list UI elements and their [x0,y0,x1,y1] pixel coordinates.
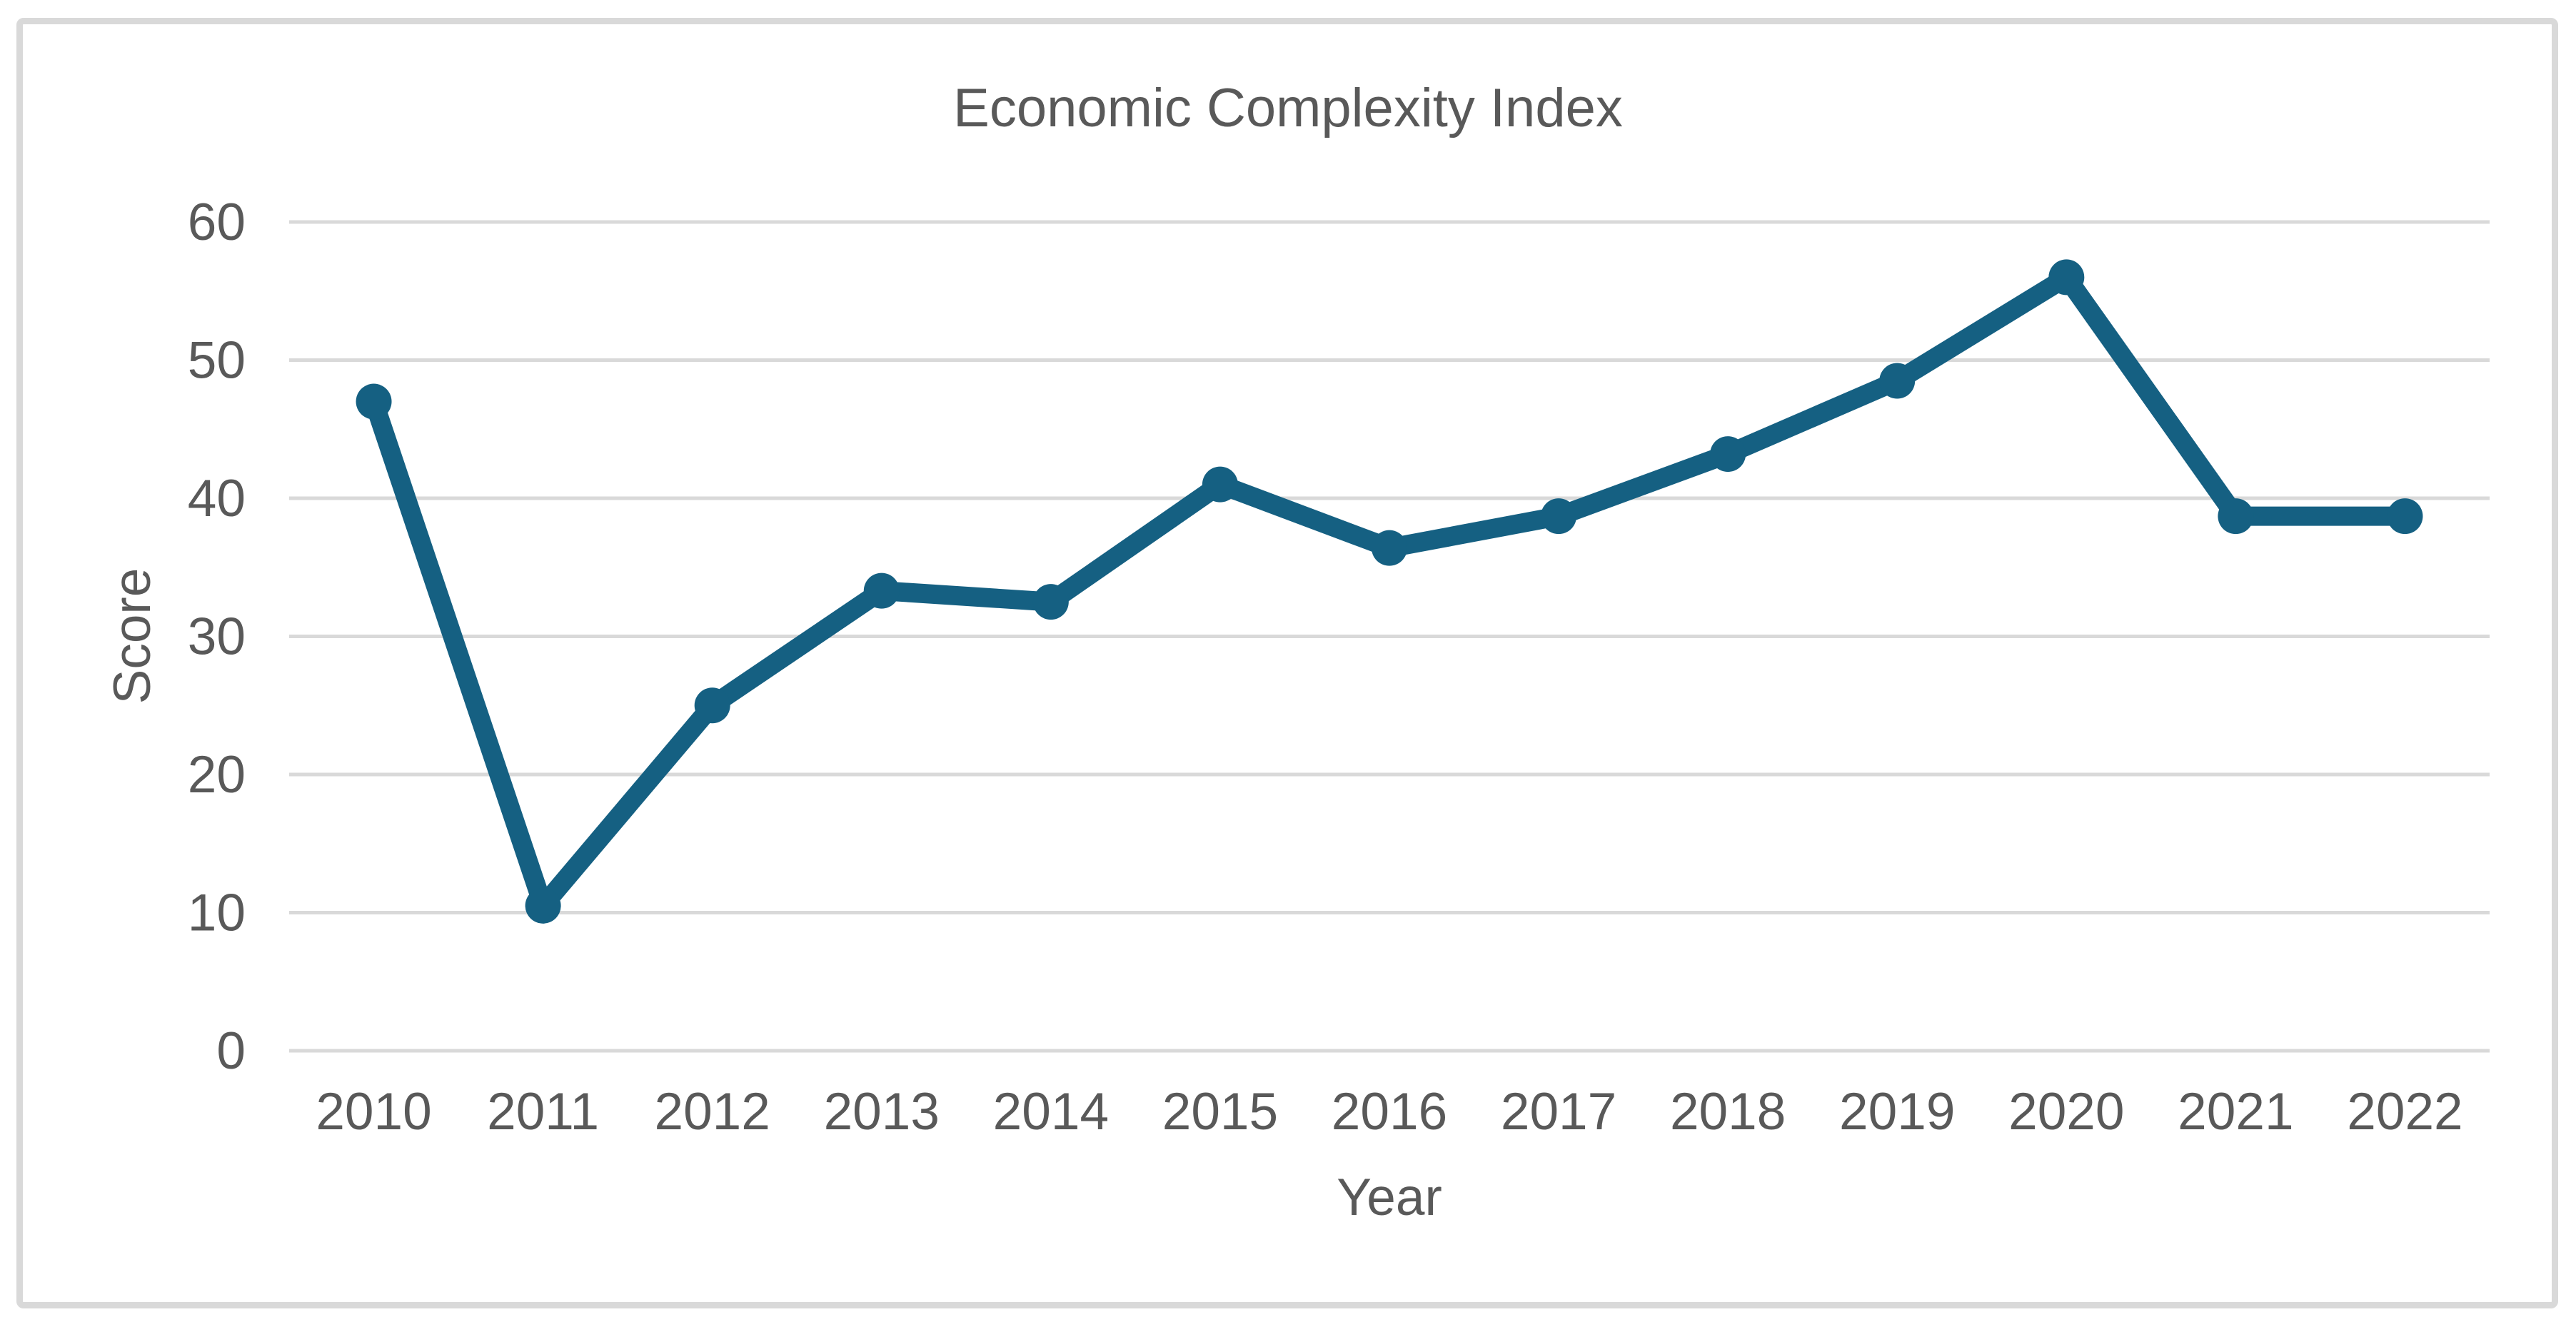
data-point-marker-2019 [1879,363,1916,399]
x-tick-label-2017: 2017 [1501,1083,1616,1141]
data-point-marker-2016 [1372,530,1407,566]
data-point-marker-2022 [2387,498,2423,535]
y-axis-title: Score [104,568,161,705]
x-tick-label-2018: 2018 [1670,1083,1786,1141]
data-point-marker-2012 [694,687,730,724]
data-point-marker-2015 [1202,466,1238,503]
y-tick-label-0: 0 [216,1022,246,1080]
x-tick-label-2021: 2021 [2178,1083,2293,1141]
data-point-marker-2011 [525,887,561,924]
data-series-group [356,259,2423,924]
y-tick-label-20: 20 [188,746,246,804]
x-tick-label-2019: 2019 [1839,1083,1955,1141]
data-point-marker-2020 [2048,259,2085,296]
y-tick-label-60: 60 [188,193,246,251]
data-point-marker-2021 [2218,498,2254,535]
data-point-marker-2013 [863,572,900,609]
y-tick-label-50: 50 [188,332,246,390]
x-tick-label-2011: 2011 [487,1083,599,1141]
y-tick-label-30: 30 [188,608,246,666]
x-tick-label-2020: 2020 [2008,1083,2124,1141]
chart-title: Economic Complexity Index [953,78,1623,138]
chart-border [16,18,2558,1308]
x-tick-label-2022: 2022 [2347,1083,2462,1141]
data-point-marker-2014 [1032,584,1069,620]
x-tick-label-2016: 2016 [1332,1083,1447,1141]
x-tick-label-2013: 2013 [824,1083,940,1141]
data-point-marker-2017 [1541,498,1577,535]
x-tick-labels-group: 2010 2011 2012 2013 2014 2015 2016 2017 2018 2019… [316,1083,2462,1141]
x-axis-title: Year [1337,1169,1442,1226]
gridlines-group [289,220,2490,1053]
y-tick-label-10: 10 [188,884,246,942]
series-line [364,267,2415,916]
x-tick-label-2010: 2010 [316,1083,431,1141]
x-tick-label-2014: 2014 [993,1083,1109,1141]
x-tick-label-2012: 2012 [654,1083,770,1141]
y-tick-label-40: 40 [188,470,246,528]
data-point-marker-2010 [356,383,392,420]
data-point-marker-2018 [1710,436,1746,473]
x-tick-label-2015: 2015 [1162,1083,1278,1141]
y-tick-labels-group: 0 10 20 30 40 50 60 [188,193,246,1080]
